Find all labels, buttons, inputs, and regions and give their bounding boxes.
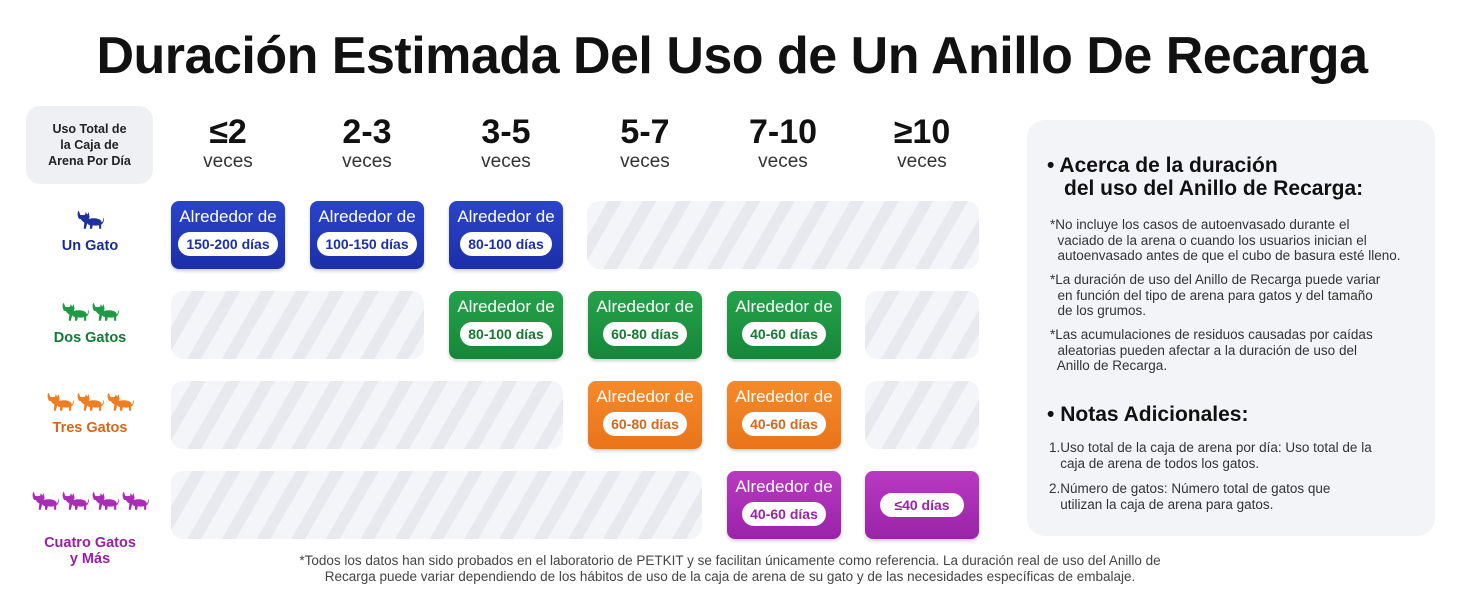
card-duration-value: 80-100 días xyxy=(460,232,552,256)
additional-notes-title: • Notas Adicionales: xyxy=(1047,403,1427,426)
column-header-2: 2-3 veces xyxy=(307,112,427,172)
cat-icon xyxy=(31,489,59,511)
info-title-line2: del uso del Anillo de Recarga: xyxy=(1064,177,1364,200)
footnote-line2: Recarga puede variar dependiendo de los … xyxy=(324,569,1136,584)
row-label-three-cats: Tres Gatos xyxy=(30,390,150,436)
not-applicable-bar xyxy=(171,471,702,539)
cat-icon xyxy=(106,390,134,412)
card-duration-value: 80-100 días xyxy=(460,322,552,346)
info-section-title: • Acerca de la duración del uso del Anil… xyxy=(1047,154,1427,200)
not-applicable-bar xyxy=(865,381,979,449)
additional-note-1: 1.Uso total de la caja de arena por día:… xyxy=(1049,440,1372,471)
footnote-line1: *Todos los datos han sido probados en el… xyxy=(299,553,1161,568)
usage-per-day-label: Uso Total de la Caja de Arena Por Día xyxy=(26,106,153,184)
card-duration-value: 40-60 días xyxy=(742,412,826,436)
card-duration-value: 40-60 días xyxy=(742,502,826,526)
column-header-1: ≤2 veces xyxy=(168,112,288,172)
column-range: 5-7 xyxy=(620,113,670,151)
column-range: ≥10 xyxy=(893,113,951,151)
card-duration-value: ≤40 días xyxy=(880,493,964,517)
card-approx-label: Alrededor de xyxy=(596,297,694,316)
card-duration-value: 150-200 días xyxy=(178,232,278,256)
info-note-3: *Las acumulaciones de residuos causadas … xyxy=(1050,327,1373,373)
duration-card: Alrededor de 60-80 días xyxy=(588,381,702,449)
row-label-text: Tres Gatos xyxy=(52,420,128,436)
row-label-four-cats: Cuatro Gatos y Más xyxy=(30,473,150,583)
cat-icon xyxy=(121,489,149,511)
column-range: ≤2 xyxy=(209,113,247,151)
duration-card: Alrededor de 80-100 días xyxy=(449,201,563,269)
column-unit: veces xyxy=(897,151,947,172)
card-duration-value: 100-150 días xyxy=(317,232,417,256)
column-header-5: 7-10 veces xyxy=(723,112,843,172)
cat-icons xyxy=(30,489,150,511)
duration-card: Alrededor de 60-80 días xyxy=(588,291,702,359)
column-unit: veces xyxy=(203,151,253,172)
duration-card: Alrededor de 40-60 días xyxy=(727,291,841,359)
not-applicable-bar xyxy=(171,381,563,449)
row-label-two-cats: Dos Gatos xyxy=(30,300,150,346)
page-title: Duración Estimada Del Uso de Un Anillo D… xyxy=(96,27,1368,85)
card-approx-label: Alrededor de xyxy=(735,477,833,496)
column-unit: veces xyxy=(620,151,670,172)
info-panel: • Acerca de la duración del uso del Anil… xyxy=(1027,120,1435,536)
cat-icons xyxy=(30,390,150,412)
card-duration-value: 60-80 días xyxy=(603,322,687,346)
row-label-text: Un Gato xyxy=(61,238,119,254)
card-approx-label: Alrededor de xyxy=(735,297,833,316)
duration-card: Alrededor de 40-60 días xyxy=(727,471,841,539)
column-range: 3-5 xyxy=(481,113,531,151)
cat-icons xyxy=(30,300,150,322)
duration-card: Alrededor de 80-100 días xyxy=(449,291,563,359)
column-unit: veces xyxy=(758,151,808,172)
cat-icon xyxy=(61,489,89,511)
bullet: • xyxy=(1047,154,1055,177)
info-title-line1: Acerca de la duración xyxy=(1059,154,1278,177)
column-header-3: 3-5 veces xyxy=(446,112,566,172)
card-duration-value: 60-80 días xyxy=(603,412,687,436)
cat-icons xyxy=(30,208,150,230)
info-note-2: *La duración de uso del Anillo de Recarg… xyxy=(1050,272,1381,318)
card-approx-label: Alrededor de xyxy=(735,387,833,406)
column-header-6: ≥10 veces xyxy=(862,112,982,172)
column-unit: veces xyxy=(342,151,392,172)
column-range: 2-3 xyxy=(342,113,392,151)
cat-icon xyxy=(61,300,89,322)
cat-icon xyxy=(91,300,119,322)
info-note-1: *No incluye los casos de autoenvasado du… xyxy=(1050,217,1401,263)
row-label-text: Cuatro Gatos y Más xyxy=(44,535,136,567)
duration-card: Alrededor de 100-150 días xyxy=(310,201,424,269)
row-label-text: Dos Gatos xyxy=(53,330,127,346)
card-approx-label: Alrededor de xyxy=(318,207,416,226)
not-applicable-bar xyxy=(865,291,979,359)
cat-icon xyxy=(76,390,104,412)
additional-note-2: 2.Número de gatos: Número total de gatos… xyxy=(1049,481,1331,512)
not-applicable-bar xyxy=(171,291,424,359)
cat-icon xyxy=(91,489,119,511)
row-label-one-cat: Un Gato xyxy=(30,208,150,254)
duration-card: Alrededor de 150-200 días xyxy=(171,201,285,269)
footnote: *Todos los datos han sido probados en el… xyxy=(150,553,1310,585)
card-approx-label: Alrededor de xyxy=(457,297,555,316)
column-unit: veces xyxy=(481,151,531,172)
not-applicable-bar xyxy=(587,201,979,269)
cat-icon xyxy=(76,208,104,230)
bullet: • xyxy=(1047,403,1055,426)
cat-icon xyxy=(46,390,74,412)
card-approx-label: Alrededor de xyxy=(179,207,277,226)
card-approx-label: Alrededor de xyxy=(457,207,555,226)
duration-card: ≤40 días xyxy=(865,471,979,539)
card-approx-label: Alrededor de xyxy=(596,387,694,406)
duration-card: Alrededor de 40-60 días xyxy=(727,381,841,449)
card-duration-value: 40-60 días xyxy=(742,322,826,346)
column-range: 7-10 xyxy=(748,113,818,151)
column-header-4: 5-7 veces xyxy=(585,112,705,172)
additional-notes-title-text: Notas Adicionales: xyxy=(1060,403,1249,426)
